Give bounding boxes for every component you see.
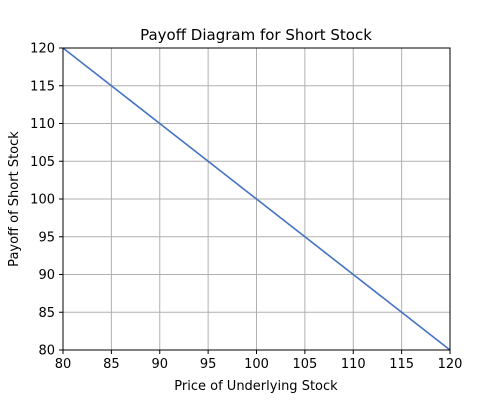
y-axis-label: Payoff of Short Stock	[7, 131, 22, 267]
x-tick-label: 100	[244, 357, 269, 372]
y-tick-label: 120	[30, 42, 55, 57]
x-tick-label: 80	[55, 357, 72, 372]
y-tick-label: 95	[38, 230, 55, 245]
x-tick-label: 95	[200, 357, 217, 372]
y-tick-label: 115	[30, 79, 55, 94]
payoff-line	[62, 47, 451, 351]
y-tick-label: 110	[30, 117, 55, 132]
series-layer	[62, 47, 451, 351]
x-tick-label: 85	[103, 357, 120, 372]
y-tick-label: 80	[38, 344, 55, 359]
x-tick-label: 90	[151, 357, 168, 372]
x-tick-label: 110	[341, 357, 366, 372]
y-tick-label: 105	[30, 155, 55, 170]
x-axis-label: Price of Underlying Stock	[174, 379, 338, 394]
x-tick-label: 115	[389, 357, 414, 372]
y-tick-label: 85	[38, 306, 55, 321]
chart-title: Payoff Diagram for Short Stock	[140, 26, 372, 44]
x-tick-label: 105	[292, 357, 317, 372]
x-tick-label: 120	[438, 357, 463, 372]
ticks: 80 85 90 95 100 105 110 115 120 80 85 90 95 100 105 110…	[30, 42, 462, 373]
y-tick-label: 90	[38, 268, 55, 283]
y-tick-label: 100	[30, 193, 55, 208]
